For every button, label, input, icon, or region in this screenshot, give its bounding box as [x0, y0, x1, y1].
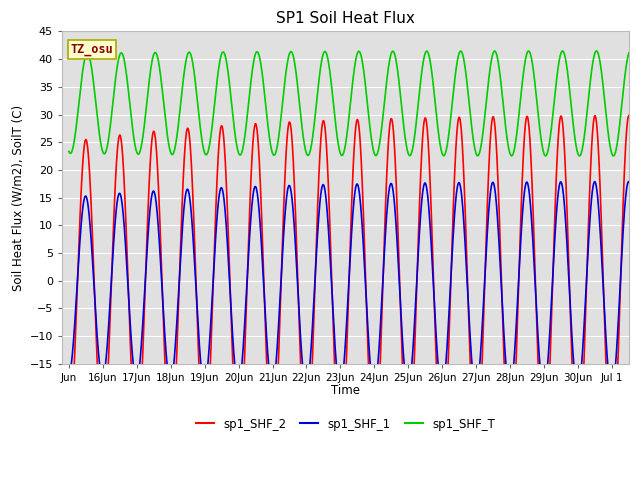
- Title: SP1 Soil Heat Flux: SP1 Soil Heat Flux: [276, 11, 415, 26]
- Legend: sp1_SHF_2, sp1_SHF_1, sp1_SHF_T: sp1_SHF_2, sp1_SHF_1, sp1_SHF_T: [191, 413, 500, 435]
- Text: TZ_osu: TZ_osu: [70, 43, 113, 56]
- X-axis label: Time: Time: [331, 384, 360, 397]
- Y-axis label: Soil Heat Flux (W/m2), SoilT (C): Soil Heat Flux (W/m2), SoilT (C): [11, 105, 24, 290]
